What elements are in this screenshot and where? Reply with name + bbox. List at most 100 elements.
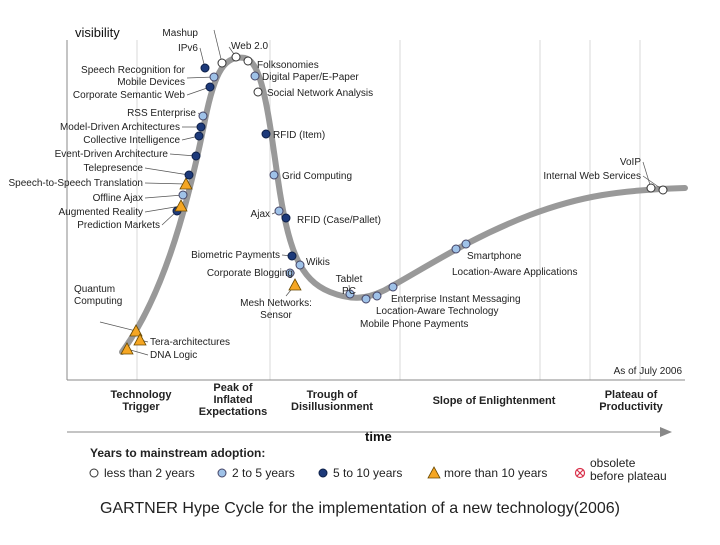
leader-line: [213, 29, 223, 64]
x-axis-label: time: [365, 429, 392, 444]
top-label-web-2-0: Web 2.0: [231, 41, 268, 52]
tech-label-smartphone: Smartphone: [467, 251, 522, 262]
phase-label-2-line3: Expectations: [199, 406, 267, 418]
plot-area: [67, 40, 685, 380]
legend-label-less-than-2-years: less than 2 years: [104, 466, 195, 480]
legend-item-5-to-10-years: 5 to 10 years: [318, 466, 402, 480]
marker-speech-recognition-for-mobile-devices: [209, 72, 219, 82]
marker-digital-paper-e-paper: [250, 71, 260, 81]
phase-label-1-line2: Trigger: [122, 401, 160, 413]
tech-label-corporate-semantic-web: Corporate Semantic Web: [73, 90, 186, 101]
marker-event-driven-architecture: [191, 151, 201, 161]
as-of-date: As of July 2006: [614, 366, 683, 377]
tech-label-rfid-case-pallet: RFID (Case/Pallet): [297, 215, 381, 226]
tech-label-rss-enterprise: RSS Enterprise: [127, 108, 196, 119]
marker-quantum-computing: [129, 324, 143, 337]
figure-caption: GARTNER Hype Cycle for the implementatio…: [100, 500, 620, 517]
tech-label-speech-recognition-for-mobile-devices-line1: Speech Recognition for: [81, 65, 186, 76]
legend-label-2-to-5-years: 2 to 5 years: [232, 466, 295, 480]
leader-line: [144, 167, 190, 176]
tech-label-speech-to-speech-translation: Speech-to-Speech Translation: [8, 178, 143, 189]
tech-label-digital-paper-e-paper: Digital Paper/E-Paper: [262, 72, 359, 83]
leader-line: [144, 182, 187, 185]
marker-location-aware-technology: [372, 291, 382, 301]
marker-wikis: [295, 260, 305, 270]
marker-dna-logic: [120, 342, 134, 355]
legend-symbol-cross-b: [576, 469, 584, 477]
marker-mesh-networks-sensor: [288, 278, 302, 291]
marker-telepresence: [184, 170, 194, 180]
marker-grid-computing: [269, 170, 279, 180]
phase-label-4-line1: Slope of Enlightenment: [433, 395, 556, 407]
marker-corporate-semantic-web: [205, 82, 215, 92]
marker-biometric-payments: [287, 251, 297, 261]
tech-label-voip: VoIP: [620, 157, 641, 168]
tech-label-augmented-reality: Augmented Reality: [59, 207, 144, 218]
legend-symbol-orange-triangle: [427, 466, 441, 479]
x-axis-arrow: [660, 427, 672, 437]
leader-line: [642, 161, 652, 189]
tech-label-enterprise-instant-messaging: Enterprise Instant Messaging: [391, 294, 521, 305]
phase-label-2-line2: Inflated: [213, 394, 252, 406]
tech-label-mesh-networks-sensor-line1: Mesh Networks:: [240, 298, 312, 309]
phase-label-5-line2: Productivity: [599, 401, 663, 413]
tech-label-location-aware-technology: Location-Aware Technology: [376, 306, 499, 317]
top-label-mashup: Mashup: [162, 28, 198, 39]
legend-item-less-than-2-years: less than 2 years: [89, 466, 195, 480]
leader-line: [99, 321, 137, 332]
tech-label-rfid-item: RFID (Item): [273, 130, 325, 141]
tech-label-quantum-computing-line2: Computing: [74, 296, 122, 307]
tech-label-speech-recognition-for-mobile-devices-line2: Mobile Devices: [117, 77, 185, 88]
marker-web-2-0: [231, 52, 241, 62]
leader-line: [144, 194, 184, 199]
tech-label-prediction-markets: Prediction Markets: [77, 220, 160, 231]
marker-voip: [646, 183, 656, 193]
tech-label-event-driven-architecture: Event-Driven Architecture: [55, 149, 169, 160]
tech-label-ajax: Ajax: [251, 209, 270, 220]
marker-mashup: [217, 58, 227, 68]
legend-label-more-than-10-years: more than 10 years: [444, 466, 547, 480]
tech-label-mesh-networks-sensor-line2: Sensor: [260, 310, 292, 321]
marker-tera-architectures: [133, 333, 147, 346]
marker-enterprise-instant-messaging: [388, 282, 398, 292]
technology-markers: [120, 52, 668, 355]
legend-item-2-to-5-years: 2 to 5 years: [217, 466, 295, 480]
legend-symbol-light-blue: [217, 468, 227, 478]
marker-internal-web-services: [658, 185, 668, 195]
legend-label-5-to-10-years: 5 to 10 years: [333, 466, 402, 480]
marker-collective-intelligence: [194, 131, 204, 141]
marker-model-driven-architectures: [196, 122, 206, 132]
marker-offline-ajax: [178, 190, 188, 200]
marker-smartphone: [451, 244, 461, 254]
marker-social-network-analysis: [253, 87, 263, 97]
tech-label-biometric-payments: Biometric Payments: [191, 250, 280, 261]
legend-label-obsolete-before-plateau-line1: obsolete: [590, 456, 636, 470]
tech-label-dna-logic: DNA Logic: [150, 350, 197, 361]
tech-label-grid-computing: Grid Computing: [282, 171, 352, 182]
tech-label-internal-web-services: Internal Web Services: [543, 171, 641, 182]
phase-label-5-line1: Plateau of: [605, 389, 658, 401]
legend-title: Years to mainstream adoption:: [90, 446, 265, 460]
tech-label-collective-intelligence: Collective Intelligence: [83, 135, 180, 146]
marker-rss-enterprise: [198, 111, 208, 121]
tech-label-folksonomies: Folksonomies: [257, 60, 319, 71]
legend-symbol-dark-blue: [318, 468, 328, 478]
tech-label-tera-architectures: Tera-architectures: [150, 337, 230, 348]
marker-rfid-item: [261, 129, 271, 139]
legend-label-obsolete-before-plateau-line2: before plateau: [590, 469, 667, 483]
marker-mobile-phone-payments: [361, 294, 371, 304]
legend-symbol-hollow-circle: [89, 468, 99, 478]
y-axis-label: visibility: [75, 25, 120, 40]
tech-label-mobile-phone-payments: Mobile Phone Payments: [360, 319, 468, 330]
marker-location-aware-applications: [461, 239, 471, 249]
tech-label-telepresence: Telepresence: [84, 163, 144, 174]
marker-ipv6: [200, 63, 210, 73]
marker-ajax: [274, 206, 284, 216]
marker-folksonomies: [243, 56, 253, 66]
tech-label-offline-ajax: Offline Ajax: [93, 193, 143, 204]
